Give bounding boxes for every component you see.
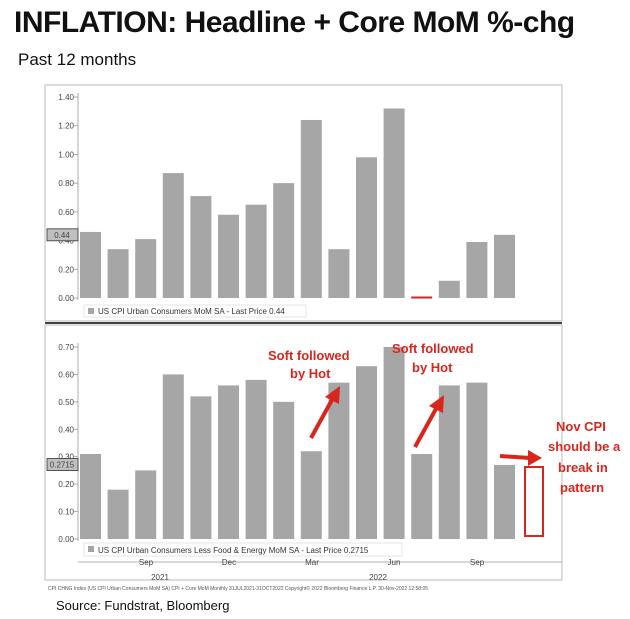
headline-y-tick-label: 0.80 [58, 179, 74, 188]
core-bar [162, 374, 184, 539]
core-bar [245, 379, 267, 539]
headline-bar [273, 183, 295, 298]
nov-cpi-placeholder-box [524, 466, 544, 537]
core-bar [356, 366, 377, 539]
headline-bar [466, 242, 488, 298]
core-y-tick-label: 0.30 [58, 453, 74, 462]
core-y-tick-label: 0.10 [58, 508, 74, 517]
annotation-nov-line2: should be a [548, 439, 621, 454]
annotation-soft-hot-1-line2: by Hot [290, 366, 331, 381]
core-y-tick-label: 0.50 [58, 398, 74, 407]
headline-y-tick-label: 1.00 [58, 150, 74, 159]
headline-bar [383, 108, 405, 298]
bottom-panel-frame [44, 324, 563, 581]
core-bar [411, 453, 433, 539]
annotation-nov-line1: Nov CPI [556, 419, 606, 434]
headline-bar [135, 239, 157, 298]
headline-bar [162, 173, 184, 298]
core-cpi-chart: 0.00 0.10 0.20 0.30 0.40 0.50 0.60 0.70 0.2715 [46, 343, 515, 544]
headline-bar [218, 214, 239, 298]
annotation-soft-hot-1-line1: Soft followed [268, 348, 350, 363]
core-legend: US CPI Urban Consumers Less Food & Energ… [83, 542, 403, 557]
core-y-tick-label: 0.00 [58, 535, 74, 544]
annotation-nov-line3: break in [558, 460, 608, 475]
headline-legend-text: US CPI Urban Consumers MoM SA - Last Pri… [98, 307, 285, 316]
core-bar [494, 464, 515, 539]
annotation-group: Soft followed by Hot Soft followed by Ho… [268, 341, 621, 537]
headline-bar [300, 119, 322, 298]
core-y-tick-label: 0.20 [58, 480, 74, 489]
core-legend-box [83, 542, 403, 557]
headline-legend-box [83, 304, 307, 318]
core-bar [466, 382, 488, 539]
core-bar [300, 451, 322, 539]
headline-y-tick-label: 1.20 [58, 122, 74, 131]
core-last-price-marker [46, 458, 79, 471]
chart-subtitle: Past 12 months [18, 50, 137, 69]
annotation-nov-line4: pattern [560, 480, 604, 495]
core-bar [135, 470, 157, 539]
x-tick-sep-2022: Sep [470, 558, 485, 567]
arrow-2-icon [413, 395, 444, 448]
headline-y-tick-label: 0.00 [58, 294, 74, 303]
arrow-right-icon [499, 450, 542, 466]
core-legend-text: US CPI Urban Consumers Less Food & Energ… [98, 546, 369, 555]
x-tick-sep-2021: Sep [139, 558, 154, 567]
headline-bar [328, 249, 350, 298]
core-bar [107, 489, 129, 539]
headline-last-price-marker [46, 228, 79, 242]
headline-y-tick-label: 0.60 [58, 208, 74, 217]
annotation-soft-hot-2-line1: Soft followed [392, 341, 474, 356]
core-bar [190, 396, 212, 539]
core-bar [328, 382, 350, 539]
x-year-2022: 2022 [369, 573, 387, 582]
headline-bar [438, 280, 460, 298]
x-year-2021: 2021 [151, 573, 169, 582]
headline-last-price-label: 0.44 [54, 231, 70, 240]
x-tick-dec-2021: Dec [222, 558, 236, 567]
core-y-tick-label: 0.70 [58, 343, 74, 352]
x-axis: Sep Dec Mar Jun Sep 2021 2022 [78, 558, 562, 582]
annotation-soft-hot-2-line2: by Hot [412, 360, 453, 375]
top-panel-frame [44, 84, 563, 322]
bloomberg-footer-note: CPI CHNG Index (US CPI Urban Consumers M… [48, 585, 428, 592]
headline-bar [245, 204, 267, 298]
core-bar [438, 385, 460, 539]
x-tick-mar-2022: Mar [305, 558, 319, 567]
headline-bar [107, 249, 129, 298]
headline-y-tick-label: 1.40 [58, 93, 74, 102]
headline-legend-swatch [88, 308, 94, 314]
headline-bar [356, 157, 377, 298]
headline-bar [190, 196, 212, 298]
headline-bar [494, 234, 515, 298]
headline-cpi-chart: 0.000.200.400.600.801.001.201.400.44 [46, 93, 515, 303]
arrow-1-icon [309, 386, 340, 439]
core-legend-swatch [88, 546, 94, 552]
core-bar [383, 347, 405, 539]
source-note: Source: Fundstrat, Bloomberg [56, 598, 230, 613]
core-last-price-label: 0.2715 [50, 461, 75, 470]
headline-bar [80, 231, 101, 298]
core-bar [218, 385, 239, 539]
headline-y-tick-label: 0.20 [58, 265, 74, 274]
core-y-tick-label: 0.40 [58, 425, 74, 434]
chart-title: INFLATION: Headline + Core MoM %-chg [14, 6, 575, 39]
headline-bar [411, 296, 433, 299]
core-bar [273, 401, 295, 539]
headline-legend: US CPI Urban Consumers MoM SA - Last Pri… [83, 304, 307, 318]
core-bar [80, 453, 101, 539]
x-tick-jun-2022: Jun [388, 558, 401, 567]
core-y-tick-label: 0.60 [58, 370, 74, 379]
